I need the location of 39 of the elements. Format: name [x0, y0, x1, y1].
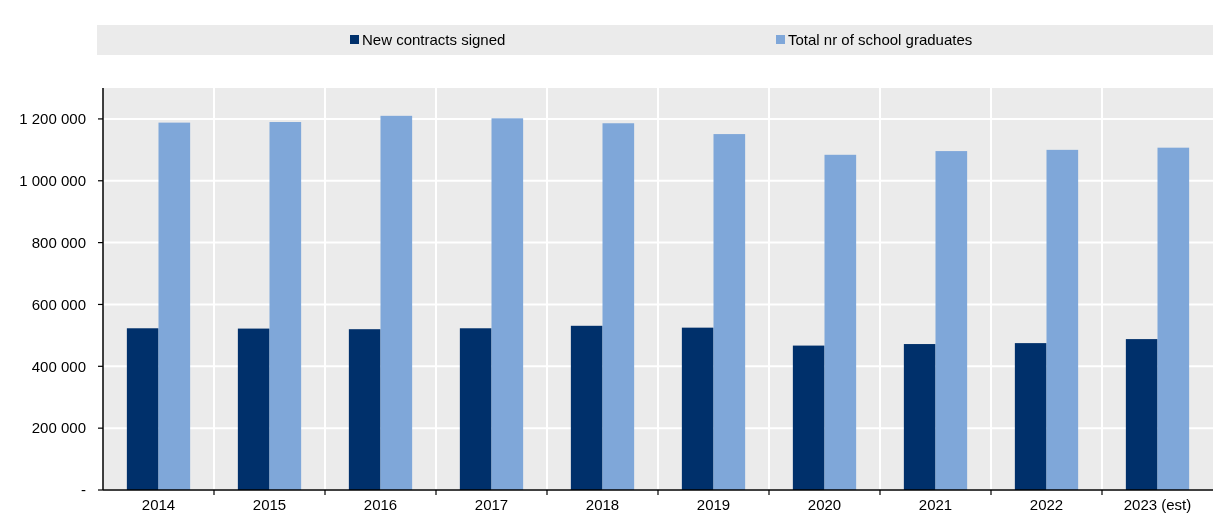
bar	[126, 328, 159, 490]
bar	[935, 151, 968, 490]
x-tick-label: 2017	[474, 496, 509, 513]
bar	[903, 344, 936, 490]
bar	[824, 154, 857, 490]
bar	[269, 122, 302, 490]
y-tick-label: 800 000	[31, 233, 86, 251]
bar	[792, 345, 825, 490]
bar	[713, 134, 746, 490]
legend-label: New contracts signed	[362, 31, 506, 48]
y-tick-label: 400 000	[31, 357, 86, 375]
bar	[459, 328, 492, 490]
y-tick-label: 1 000 000	[19, 172, 86, 190]
bar	[158, 122, 191, 490]
bar	[237, 328, 270, 490]
x-tick-label: 2022	[1029, 496, 1064, 513]
bar	[570, 325, 603, 490]
legend-label: Total nr of school graduates	[788, 31, 973, 48]
bar	[380, 115, 413, 490]
bar	[491, 118, 524, 490]
x-tick-label: 2016	[363, 496, 398, 513]
bar	[602, 123, 635, 490]
bar	[348, 329, 381, 490]
x-tick-label: 2020	[807, 496, 842, 513]
bar	[1125, 339, 1158, 490]
x-tick-label: 2014	[141, 496, 176, 513]
bar	[681, 327, 714, 490]
x-tick-label: 2023 (est)	[1123, 496, 1192, 513]
y-tick-label: 200 000	[31, 419, 86, 437]
y-tick-label: 1 200 000	[19, 110, 86, 128]
y-tick-label: 600 000	[31, 295, 86, 313]
x-tick-label: 2015	[252, 496, 287, 513]
bar	[1157, 147, 1190, 490]
x-tick-label: 2021	[918, 496, 953, 513]
x-tick-label: 2019	[696, 496, 731, 513]
x-tick-label: 2018	[585, 496, 620, 513]
bar	[1046, 149, 1079, 490]
bar	[1014, 343, 1047, 490]
y-tick-label: -	[81, 481, 86, 499]
